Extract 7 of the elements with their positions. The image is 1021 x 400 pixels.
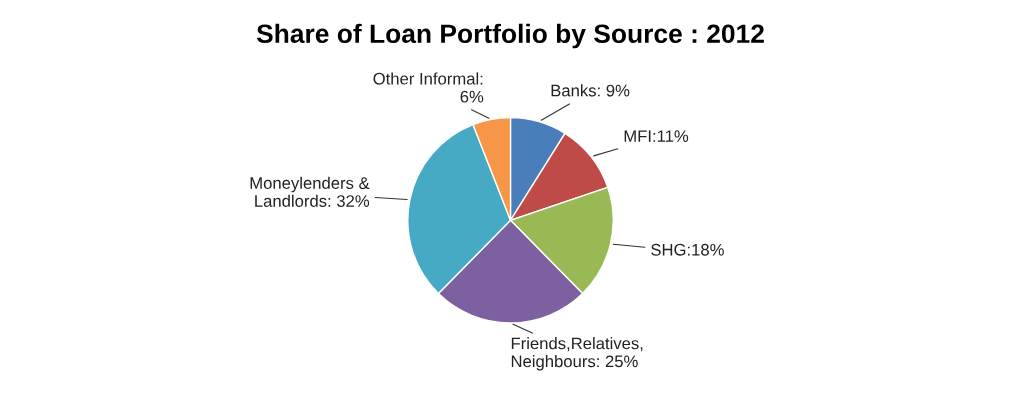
slice-label: MFI:11%	[624, 130, 689, 142]
slice-label: SHG:18%	[651, 243, 724, 256]
slice-label: Banks: 9%	[551, 84, 630, 97]
slice-label: Friends,Relatives, Neighbours: 25%	[511, 337, 643, 371]
chart-title: Share of Loan Portfolio by Source : 2012	[256, 23, 764, 49]
slice-label: Moneylenders & Landlords: 32%	[250, 176, 370, 207]
slice-label: Other Informal: 6%	[373, 72, 484, 103]
